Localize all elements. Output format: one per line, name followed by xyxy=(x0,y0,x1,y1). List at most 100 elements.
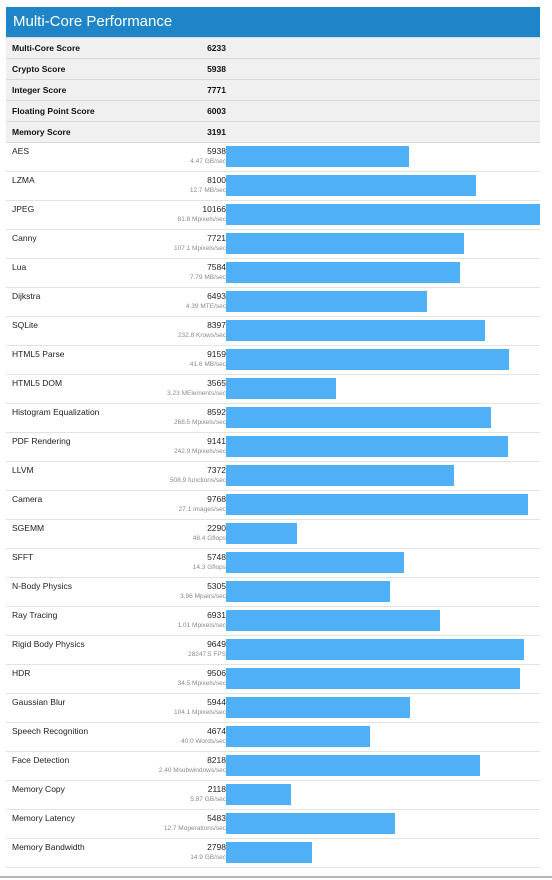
workload-label: Memory Bandwidth xyxy=(12,842,85,852)
workload-score: 9768 xyxy=(207,494,226,504)
score-bar xyxy=(226,407,492,428)
workload-row: AES 5938 4.47 GB/sec xyxy=(6,143,540,172)
workload-row: HTML5 DOM 3565 3.23 MElements/sec xyxy=(6,375,540,404)
workload-score: 10166 xyxy=(202,204,226,214)
workload-label: SGEMM xyxy=(12,523,45,533)
workload-throughput: 3.23 MElements/sec xyxy=(167,390,226,397)
summary-row: Crypto Score 5938 xyxy=(6,59,540,80)
workload-label: PDF Rendering xyxy=(12,436,71,446)
workload-score: 7372 xyxy=(207,465,226,475)
workload-throughput: 14.3 Gflops xyxy=(192,564,226,571)
score-bar xyxy=(226,233,465,254)
workload-label: Gaussian Blur xyxy=(12,697,66,707)
workload-row: Dijkstra 6493 4.39 MTE/sec xyxy=(6,288,540,317)
workload-label: Memory Copy xyxy=(12,784,65,794)
workload-throughput: 5.87 GB/sec xyxy=(190,796,226,803)
workload-row: LZMA 8100 12.7 MB/sec xyxy=(6,172,540,201)
workload-score: 8218 xyxy=(207,755,226,765)
workload-throughput: 12.7 MB/sec xyxy=(189,187,226,194)
workload-row: Speech Recognition 4674 40.0 Words/sec xyxy=(6,723,540,752)
workload-score: 8592 xyxy=(207,407,226,417)
workload-row: JPEG 10166 81.8 Mpixels/sec xyxy=(6,201,540,230)
bar-track xyxy=(226,639,540,660)
workload-row: HDR 9506 34.5 Mpixels/sec xyxy=(6,665,540,694)
score-bar xyxy=(226,175,477,196)
score-bar xyxy=(226,842,313,863)
score-bar xyxy=(226,378,337,399)
score-bar xyxy=(226,523,297,544)
workload-throughput: 4.39 MTE/sec xyxy=(185,303,226,310)
workload-score: 5305 xyxy=(207,581,226,591)
workload-score: 9159 xyxy=(207,349,226,359)
score-bar xyxy=(226,291,427,312)
workload-label: Memory Latency xyxy=(12,813,75,823)
workload-row: Ray Tracing 6931 1.01 Mpixels/sec xyxy=(6,607,540,636)
workload-throughput: 7.79 MB/sec xyxy=(189,274,226,281)
workload-label: SFFT xyxy=(12,552,34,562)
workload-row: Memory Latency 5483 12.7 Moperations/sec xyxy=(6,810,540,839)
workload-throughput: 104.1 Mpixels/sec xyxy=(173,709,226,716)
bar-track xyxy=(226,465,540,486)
workload-throughput: 242.9 Mpixels/sec xyxy=(173,448,226,455)
workload-throughput: 27.1 images/sec xyxy=(178,506,226,513)
workload-throughput: 48.4 Gflops xyxy=(192,535,226,542)
workload-score: 6931 xyxy=(207,610,226,620)
workload-row: Memory Copy 2118 5.87 GB/sec xyxy=(6,781,540,810)
workload-label: Camera xyxy=(12,494,43,504)
workload-throughput: 232.8 Krows/sec xyxy=(177,332,226,339)
bar-track xyxy=(226,146,540,167)
workload-label: Histogram Equalization xyxy=(12,407,100,417)
bar-track xyxy=(226,697,540,718)
workload-row: Gaussian Blur 5944 104.1 Mpixels/sec xyxy=(6,694,540,723)
workload-score: 9649 xyxy=(207,639,226,649)
workload-throughput: 268.5 Mpixels/sec xyxy=(173,419,226,426)
bar-track xyxy=(226,784,540,805)
workload-throughput: 14.9 GB/sec xyxy=(190,854,226,861)
summary-value: 5938 xyxy=(207,64,226,74)
summary-row: Multi-Core Score 6233 xyxy=(6,37,540,59)
score-bar xyxy=(226,668,520,689)
bar-track xyxy=(226,233,540,254)
summary-label: Integer Score xyxy=(12,85,67,95)
bar-track xyxy=(226,610,540,631)
score-bar xyxy=(226,494,528,515)
score-bar xyxy=(226,552,404,573)
score-bar xyxy=(226,204,540,225)
bar-track xyxy=(226,726,540,747)
workload-score: 2118 xyxy=(207,784,226,794)
workload-throughput: 40.0 Words/sec xyxy=(180,738,226,745)
workload-label: AES xyxy=(12,146,30,156)
workload-label: Speech Recognition xyxy=(12,726,89,736)
workload-label: Rigid Body Physics xyxy=(12,639,85,649)
score-bar xyxy=(226,610,441,631)
bar-track xyxy=(226,436,540,457)
workload-score: 7721 xyxy=(207,233,226,243)
summary-label: Memory Score xyxy=(12,127,71,137)
workload-row: SGEMM 2290 48.4 Gflops xyxy=(6,520,540,549)
summary-value: 6233 xyxy=(207,43,226,53)
workload-row: LLVM 7372 508.9 functions/sec xyxy=(6,462,540,491)
bar-track xyxy=(226,494,540,515)
workload-throughput: 3.96 Mpairs/sec xyxy=(180,593,226,600)
workload-throughput: 107.1 Mpixels/sec xyxy=(173,245,226,252)
score-bar xyxy=(226,726,371,747)
score-bar xyxy=(226,320,486,341)
workload-score: 9506 xyxy=(207,668,226,678)
bar-track xyxy=(226,291,540,312)
workload-label: LZMA xyxy=(12,175,35,185)
bar-track xyxy=(226,755,540,776)
workload-score: 5483 xyxy=(207,813,226,823)
workload-throughput: 2.40 Msubwindows/sec xyxy=(158,767,226,774)
workload-throughput: 81.8 Mpixels/sec xyxy=(177,216,226,223)
workload-row: Memory Bandwidth 2798 14.9 GB/sec xyxy=(6,839,540,868)
workload-row: Lua 7584 7.79 MB/sec xyxy=(6,259,540,288)
score-bar xyxy=(226,697,410,718)
workload-row: Rigid Body Physics 9649 28247.5 FPS xyxy=(6,636,540,665)
workload-score: 6493 xyxy=(207,291,226,301)
workload-throughput: 508.9 functions/sec xyxy=(169,477,226,484)
score-bar xyxy=(226,465,454,486)
workload-label: Canny xyxy=(12,233,37,243)
workload-row: SFFT 5748 14.3 Gflops xyxy=(6,549,540,578)
workload-row: Canny 7721 107.1 Mpixels/sec xyxy=(6,230,540,259)
workload-row: Histogram Equalization 8592 268.5 Mpixels/… xyxy=(6,404,540,433)
